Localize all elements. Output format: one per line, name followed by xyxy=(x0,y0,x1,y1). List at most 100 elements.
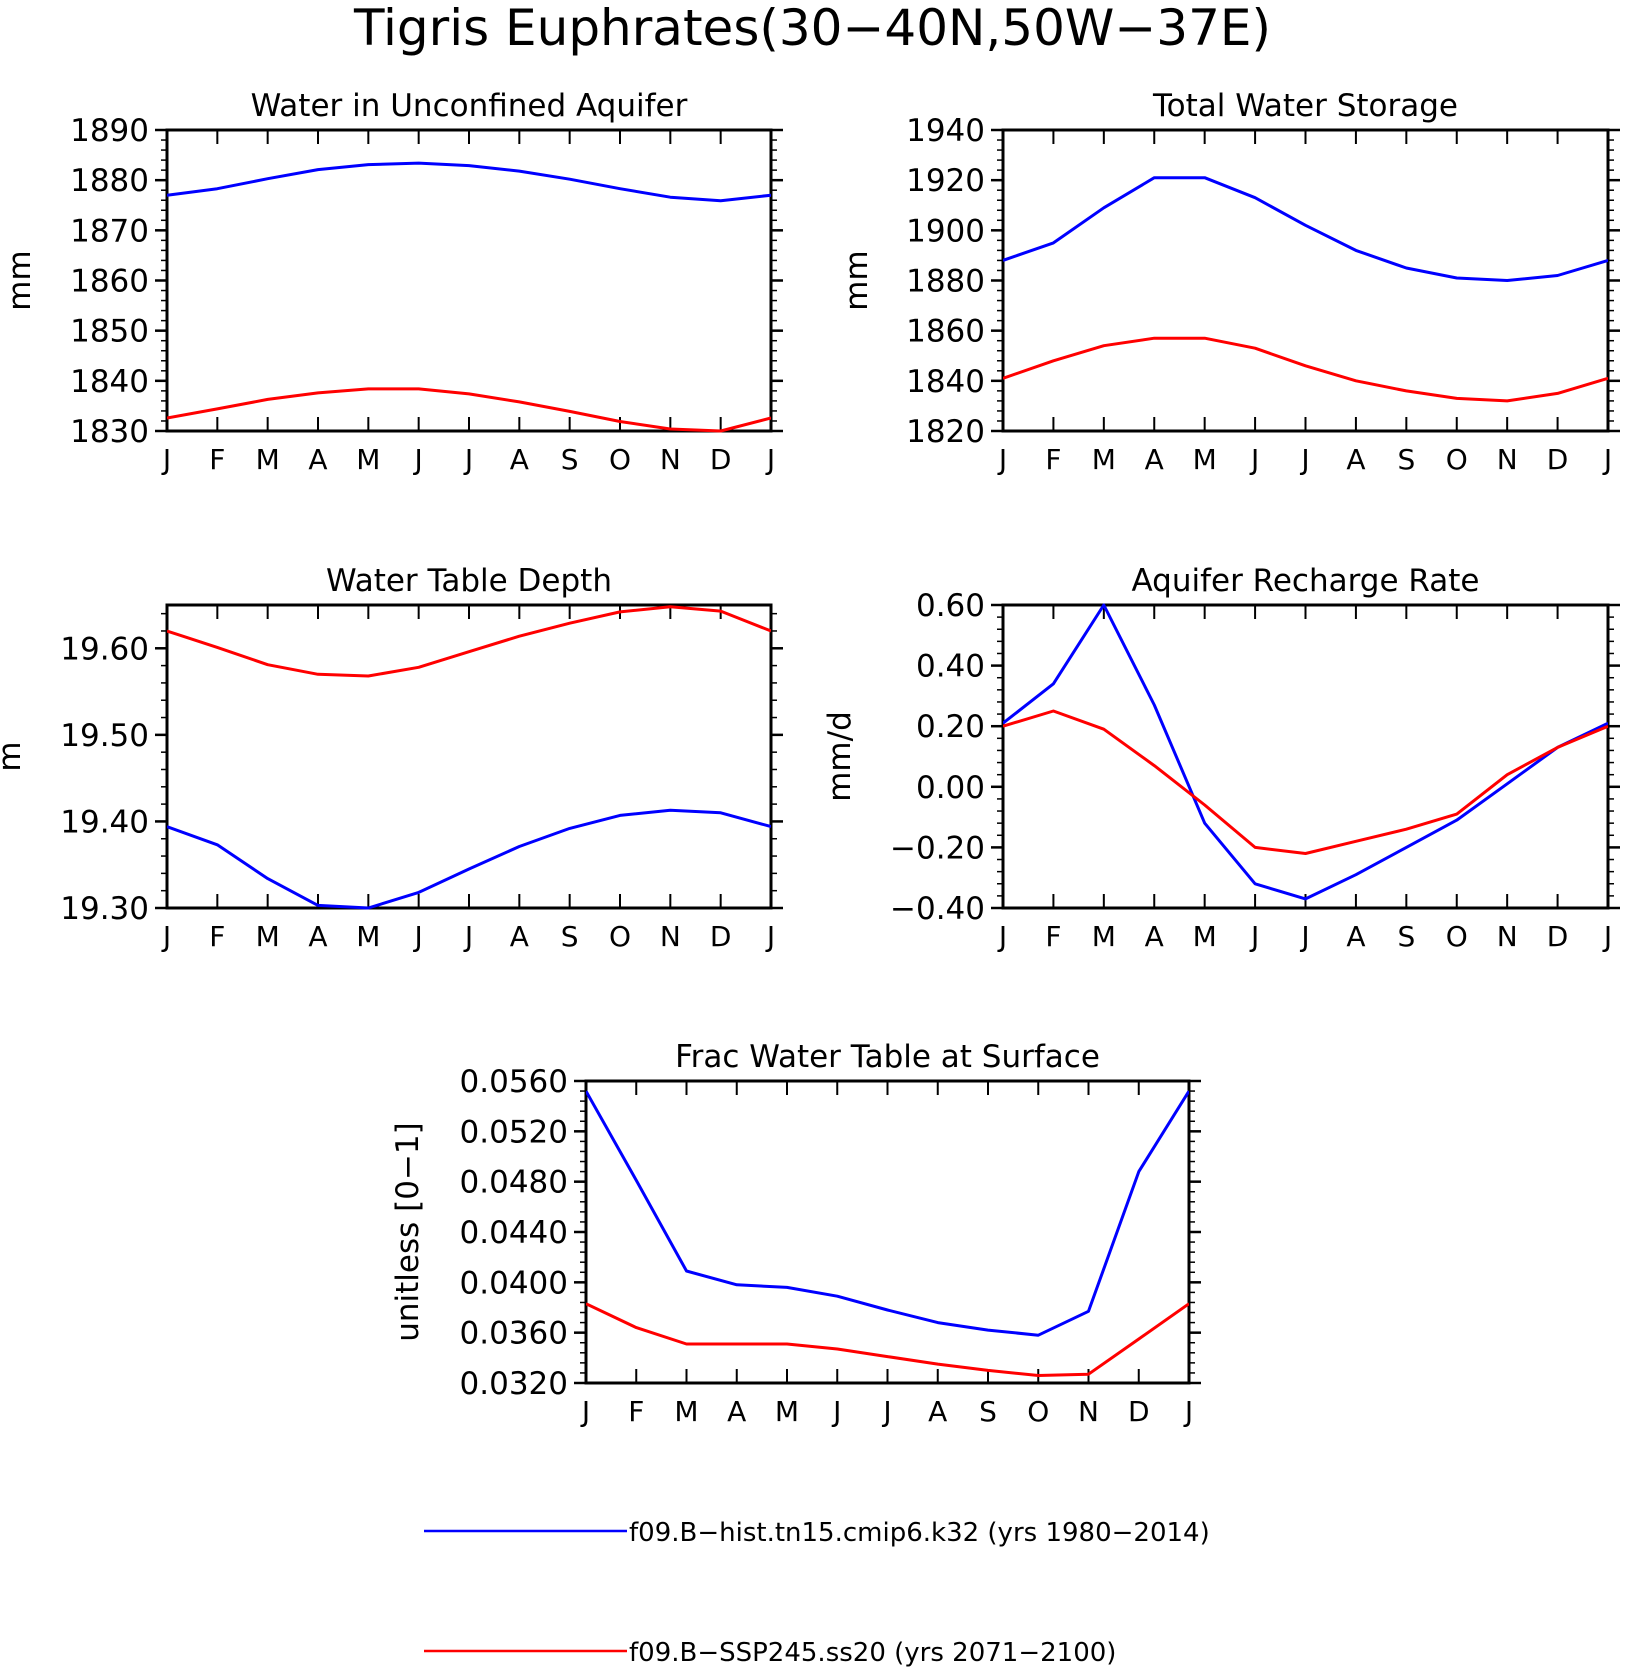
x-tick-label: J xyxy=(765,443,775,476)
y-tick-label: 1880 xyxy=(70,163,149,199)
series-line-hist xyxy=(167,161,771,203)
x-tick-label: J xyxy=(1183,1395,1193,1428)
x-tick-label: M xyxy=(256,920,280,953)
x-tick-label: N xyxy=(1497,443,1518,476)
y-tick-label: 0.0320 xyxy=(460,1366,568,1402)
series-line-hist xyxy=(586,1090,1189,1337)
x-tick-label: J xyxy=(161,920,171,953)
x-tick-label: M xyxy=(256,443,280,476)
x-tick-label: A xyxy=(1346,443,1365,476)
x-tick-label: D xyxy=(710,920,732,953)
x-tick-label: S xyxy=(561,443,579,476)
x-tick-label: J xyxy=(1602,920,1612,953)
figure-title: Tigris Euphrates(30−40N,50W−37E) xyxy=(354,0,1271,57)
legend-label: f09.B−SSP245.ss20 (yrs 2071−2100) xyxy=(629,1638,1116,1667)
x-tick-label: N xyxy=(660,443,681,476)
x-tick-label: A xyxy=(1346,920,1365,953)
y-tick-label: 1890 xyxy=(70,113,149,149)
series-line-ssp245 xyxy=(167,387,771,433)
y-tick-label: 19.40 xyxy=(60,804,149,840)
y-tick-label: 1920 xyxy=(906,163,985,199)
x-tick-label: M xyxy=(775,1395,799,1428)
x-tick-label: J xyxy=(1299,920,1309,953)
y-tick-label: 19.50 xyxy=(60,718,149,754)
x-tick-label: F xyxy=(1045,443,1061,476)
x-tick-label: J xyxy=(1249,920,1259,953)
y-tick-label: 1830 xyxy=(70,414,149,450)
y-tick-label: 0.40 xyxy=(916,649,985,685)
y-tick-label: 1940 xyxy=(906,113,985,149)
x-tick-label: S xyxy=(1397,443,1415,476)
y-tick-label: −0.40 xyxy=(890,891,985,927)
panel-title: Total Water Storage xyxy=(1152,88,1458,124)
y-tick-label: 0.0440 xyxy=(460,1215,568,1251)
x-tick-label: J xyxy=(413,443,423,476)
y-tick-label: 0.0560 xyxy=(460,1064,568,1100)
x-tick-label: F xyxy=(209,443,225,476)
x-tick-label: J xyxy=(161,443,171,476)
series-line-hist xyxy=(1003,603,1608,901)
x-tick-label: D xyxy=(1128,1395,1150,1428)
x-tick-label: J xyxy=(463,920,473,953)
x-tick-label: D xyxy=(1547,920,1569,953)
y-tick-label: 1850 xyxy=(70,314,149,350)
legend-label: f09.B−hist.tn15.cmip6.k32 (yrs 1980−2014… xyxy=(629,1518,1210,1548)
x-tick-label: M xyxy=(1092,920,1116,953)
x-tick-label: M xyxy=(1092,443,1116,476)
x-tick-label: J xyxy=(765,920,775,953)
x-tick-label: A xyxy=(510,920,529,953)
x-tick-label: M xyxy=(356,920,380,953)
y-axis-label: unitless [0−1] xyxy=(390,1122,426,1342)
x-tick-label: F xyxy=(628,1395,644,1428)
x-tick-label: J xyxy=(580,1395,590,1428)
y-tick-label: 0.0400 xyxy=(460,1265,568,1301)
series-line-ssp245 xyxy=(167,605,771,678)
x-tick-label: A xyxy=(308,443,327,476)
x-tick-label: M xyxy=(1193,443,1217,476)
y-tick-label: −0.20 xyxy=(890,830,985,866)
series-line-ssp245 xyxy=(1003,709,1608,855)
x-tick-label: J xyxy=(997,920,1007,953)
y-tick-label: 1860 xyxy=(70,264,149,300)
series-line-ssp245 xyxy=(1003,336,1608,403)
panel-title: Water Table Depth xyxy=(326,563,612,599)
y-tick-label: 1840 xyxy=(906,364,985,400)
plot-frame xyxy=(584,1079,1191,1385)
y-tick-label: 1880 xyxy=(906,264,985,300)
x-tick-label: O xyxy=(1446,443,1468,476)
x-tick-label: S xyxy=(979,1395,997,1428)
panel-title: Aquifer Recharge Rate xyxy=(1132,563,1480,599)
y-tick-label: 0.0520 xyxy=(460,1114,568,1150)
x-tick-label: O xyxy=(1446,920,1468,953)
x-tick-label: D xyxy=(710,443,732,476)
x-tick-label: J xyxy=(1602,443,1612,476)
x-tick-label: O xyxy=(609,443,631,476)
y-tick-label: 1870 xyxy=(70,213,149,249)
panel-title: Water in Unconfined Aquifer xyxy=(251,88,688,124)
y-tick-label: 0.20 xyxy=(916,709,985,745)
x-tick-label: D xyxy=(1547,443,1569,476)
x-tick-label: S xyxy=(561,920,579,953)
x-tick-label: J xyxy=(463,443,473,476)
x-tick-label: F xyxy=(1045,920,1061,953)
y-tick-label: 0.60 xyxy=(916,588,985,624)
x-tick-label: J xyxy=(881,1395,891,1428)
legend-entry: f09.B−SSP245.ss20 (yrs 2071−2100) xyxy=(424,1638,1116,1667)
y-tick-label: 19.30 xyxy=(60,891,149,927)
x-tick-label: A xyxy=(928,1395,947,1428)
y-tick-label: 0.0360 xyxy=(460,1316,568,1352)
series-line-hist xyxy=(1003,176,1608,282)
x-tick-label: F xyxy=(209,920,225,953)
x-tick-label: O xyxy=(609,920,631,953)
x-tick-label: O xyxy=(1027,1395,1049,1428)
y-axis-label: mm xyxy=(839,250,875,310)
x-tick-label: M xyxy=(1193,920,1217,953)
x-tick-label: A xyxy=(510,443,529,476)
x-tick-label: A xyxy=(727,1395,746,1428)
x-tick-label: N xyxy=(660,920,681,953)
y-tick-label: 1860 xyxy=(906,314,985,350)
